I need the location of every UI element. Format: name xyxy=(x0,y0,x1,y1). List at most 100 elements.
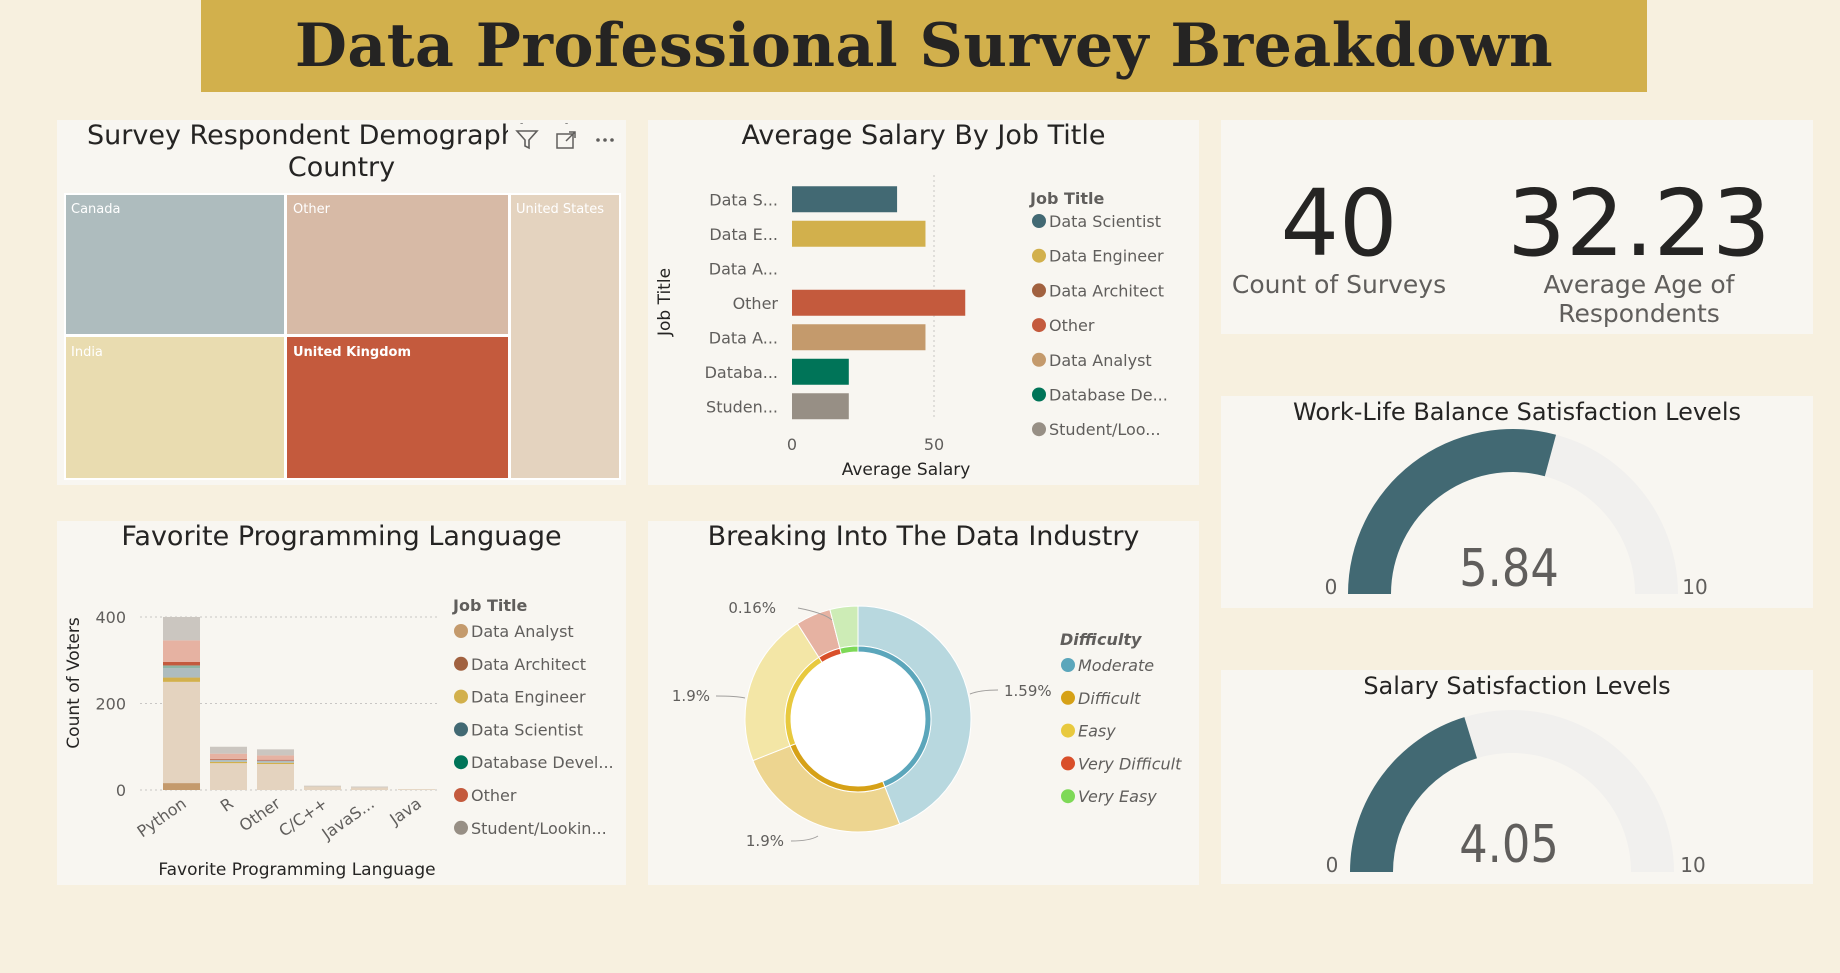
work-life-gauge-card[interactable]: Work-Life Balance Satisfaction Levels 5.… xyxy=(1221,396,1813,608)
bar-segment-javas-data-analyst[interactable] xyxy=(351,787,388,790)
legend-label: Very Easy xyxy=(1078,787,1157,806)
legend-item-easy[interactable]: Easy xyxy=(1061,722,1116,741)
legend-item-other[interactable]: Other xyxy=(454,786,517,805)
bar-segment-r-data-analyst[interactable] xyxy=(210,763,247,790)
bar-segment-r-other[interactable] xyxy=(210,758,247,760)
legend-item-data-architect[interactable]: Data Architect xyxy=(1032,281,1164,300)
legend-label: Student/Loo... xyxy=(1049,420,1161,439)
treemap-label-other: Other xyxy=(293,202,331,217)
legend-item-data-analyst[interactable]: Data Analyst xyxy=(1032,351,1152,370)
treemap-card[interactable]: Survey Respondent Demographics by Countr… xyxy=(57,120,626,485)
bar-segment-c-c-student-looking[interactable] xyxy=(304,785,341,787)
bar-segment-python-database-developer[interactable] xyxy=(163,665,200,669)
legend-swatch xyxy=(1061,690,1075,705)
bar-segment-java-data-analyst[interactable] xyxy=(398,789,435,790)
legend-swatch xyxy=(1032,352,1046,367)
bar-segment-python-data-analyst[interactable] xyxy=(163,681,200,784)
salary-bar-data-e[interactable] xyxy=(792,220,926,247)
legend-swatch xyxy=(1032,387,1046,402)
bar-segment-r-data-scientist[interactable] xyxy=(210,759,247,762)
salary-category-label: Data E... xyxy=(709,225,778,244)
donut-legend-title: Difficulty xyxy=(1060,630,1142,649)
bar-segment-python-other[interactable] xyxy=(163,661,200,666)
dashboard-title: Data Professional Survey Breakdown xyxy=(294,11,1554,81)
y-tick-label: 200 xyxy=(95,695,126,714)
salary-bar-studen[interactable] xyxy=(792,393,849,420)
legend-swatch xyxy=(454,656,468,671)
legend-label: Data Analyst xyxy=(471,622,574,641)
salary-bar-data-s[interactable] xyxy=(792,186,898,213)
average-age-value: 32.23 xyxy=(1507,170,1771,277)
legend-swatch xyxy=(1032,318,1046,333)
kpi-card: 40 Count of Surveys 32.23 Average Age of… xyxy=(1221,120,1813,334)
x-tick-label: 0 xyxy=(787,435,797,454)
language-chart-card[interactable]: Favorite Programming Language 0 200 400 Py… xyxy=(57,521,626,885)
gauge-value: 4.05 xyxy=(1459,815,1559,875)
bar-segment-other-data-engineer[interactable] xyxy=(257,762,294,765)
bar-segment-other-other[interactable] xyxy=(257,759,294,761)
y-tick-label: 0 xyxy=(116,781,126,800)
legend-swatch xyxy=(454,755,468,770)
donut-chart-card[interactable]: Breaking Into The Data Industry 1.59% 1.… xyxy=(648,521,1199,885)
gauge-max-label: 10 xyxy=(1680,853,1705,877)
bar-segment-c-c-data-analyst[interactable] xyxy=(304,786,341,790)
treemap-tile-united-kingdom[interactable] xyxy=(285,335,510,480)
bar-segment-other-other[interactable] xyxy=(257,755,294,760)
legend-item-data-analyst[interactable]: Data Analyst xyxy=(454,622,574,641)
legend-swatch xyxy=(1061,658,1075,672)
filter-icon[interactable] xyxy=(512,126,542,154)
legend-item-data-architect[interactable]: Data Architect xyxy=(454,655,586,674)
legend-label: Difficult xyxy=(1078,689,1141,708)
bar-segment-r-other[interactable] xyxy=(210,753,247,759)
language-category-label: Java xyxy=(385,794,424,830)
legend-item-data-engineer[interactable]: Data Engineer xyxy=(1032,247,1164,266)
legend-item-very-difficult[interactable]: Very Difficult xyxy=(1061,754,1182,773)
salary-chart-card[interactable]: Average Salary By Job Title Data S... Dat… xyxy=(648,120,1199,485)
bar-segment-other-data-scientist[interactable] xyxy=(257,760,294,763)
language-legend-title: Job Title xyxy=(452,596,528,615)
legend-item-very-easy[interactable]: Very Easy xyxy=(1061,787,1157,806)
gauge-min-label: 0 xyxy=(1326,853,1339,877)
salary-category-label: Data A... xyxy=(709,259,778,278)
legend-item-moderate[interactable]: Moderate xyxy=(1061,656,1154,675)
legend-item-data-engineer[interactable]: Data Engineer xyxy=(454,688,586,707)
salary-legend-title: Job Title xyxy=(1029,189,1105,208)
legend-label: Data Engineer xyxy=(1049,247,1164,266)
legend-item-data-scientist[interactable]: Data Scientist xyxy=(454,720,583,739)
gauge-fill xyxy=(1350,717,1478,872)
legend-item-database-de[interactable]: Database De... xyxy=(1032,386,1168,405)
legend-label: Moderate xyxy=(1078,656,1154,675)
legend-item-difficult[interactable]: Difficult xyxy=(1061,689,1141,708)
bar-segment-python-data-engineer[interactable] xyxy=(163,677,200,682)
focus-mode-icon[interactable] xyxy=(551,126,581,154)
bar-segment-python-other[interactable] xyxy=(163,640,200,662)
legend-swatch xyxy=(1061,723,1075,738)
treemap-title-line2: Country xyxy=(287,152,396,183)
treemap-tile-united-states[interactable] xyxy=(509,193,621,480)
salary-bar-data-a[interactable] xyxy=(792,324,926,351)
legend-item-data-scientist[interactable]: Data Scientist xyxy=(1032,212,1161,231)
bar-segment-python-data-analyst[interactable] xyxy=(163,783,200,790)
salary-bar-databa[interactable] xyxy=(792,358,849,385)
salary-gauge-card[interactable]: Salary Satisfaction Levels 4.05 0 10 xyxy=(1221,670,1813,884)
legend-item-student-loo[interactable]: Student/Loo... xyxy=(1032,420,1161,439)
bar-segment-other-data-analyst[interactable] xyxy=(257,764,294,790)
gauge-min-label: 0 xyxy=(1325,575,1338,599)
legend-item-student-lookin[interactable]: Student/Lookin... xyxy=(454,819,607,838)
bar-segment-javas-student-looking[interactable] xyxy=(351,786,388,788)
legend-item-database-devel[interactable]: Database Devel... xyxy=(454,753,614,772)
salary-bar-other[interactable] xyxy=(792,289,966,316)
bar-segment-r-data-engineer[interactable] xyxy=(210,761,247,764)
bar-segment-python-student-looking[interactable] xyxy=(163,617,200,641)
legend-label: Data Engineer xyxy=(471,688,586,707)
legend-swatch xyxy=(454,722,468,737)
more-options-icon[interactable] xyxy=(590,126,620,154)
count-of-surveys-label: Count of Surveys xyxy=(1231,270,1447,299)
y-tick-label: 400 xyxy=(95,608,126,627)
bar-segment-python-data-scientist[interactable] xyxy=(163,668,200,678)
legend-label: Data Scientist xyxy=(471,720,583,739)
bar-segment-r-student-looking[interactable] xyxy=(210,746,247,754)
bar-segment-other-student-looking[interactable] xyxy=(257,749,294,756)
legend-item-other[interactable]: Other xyxy=(1032,316,1095,335)
